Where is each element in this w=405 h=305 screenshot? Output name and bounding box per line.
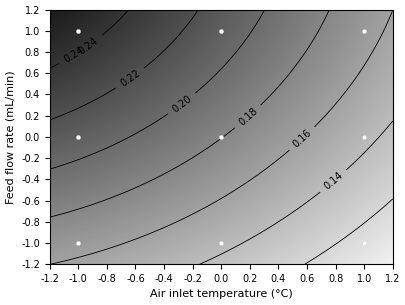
Text: 0.16: 0.16 (290, 128, 313, 150)
X-axis label: Air inlet temperature (°C): Air inlet temperature (°C) (149, 289, 292, 300)
Text: 0.20: 0.20 (170, 93, 193, 114)
Text: 0.18: 0.18 (236, 106, 259, 127)
Y-axis label: Feed flow rate (mL/min): Feed flow rate (mL/min) (6, 70, 15, 204)
Text: 0.14: 0.14 (321, 170, 344, 192)
Text: 0.24: 0.24 (62, 45, 85, 65)
Text: 0.22: 0.22 (118, 68, 141, 89)
Text: 0.24: 0.24 (77, 35, 100, 56)
